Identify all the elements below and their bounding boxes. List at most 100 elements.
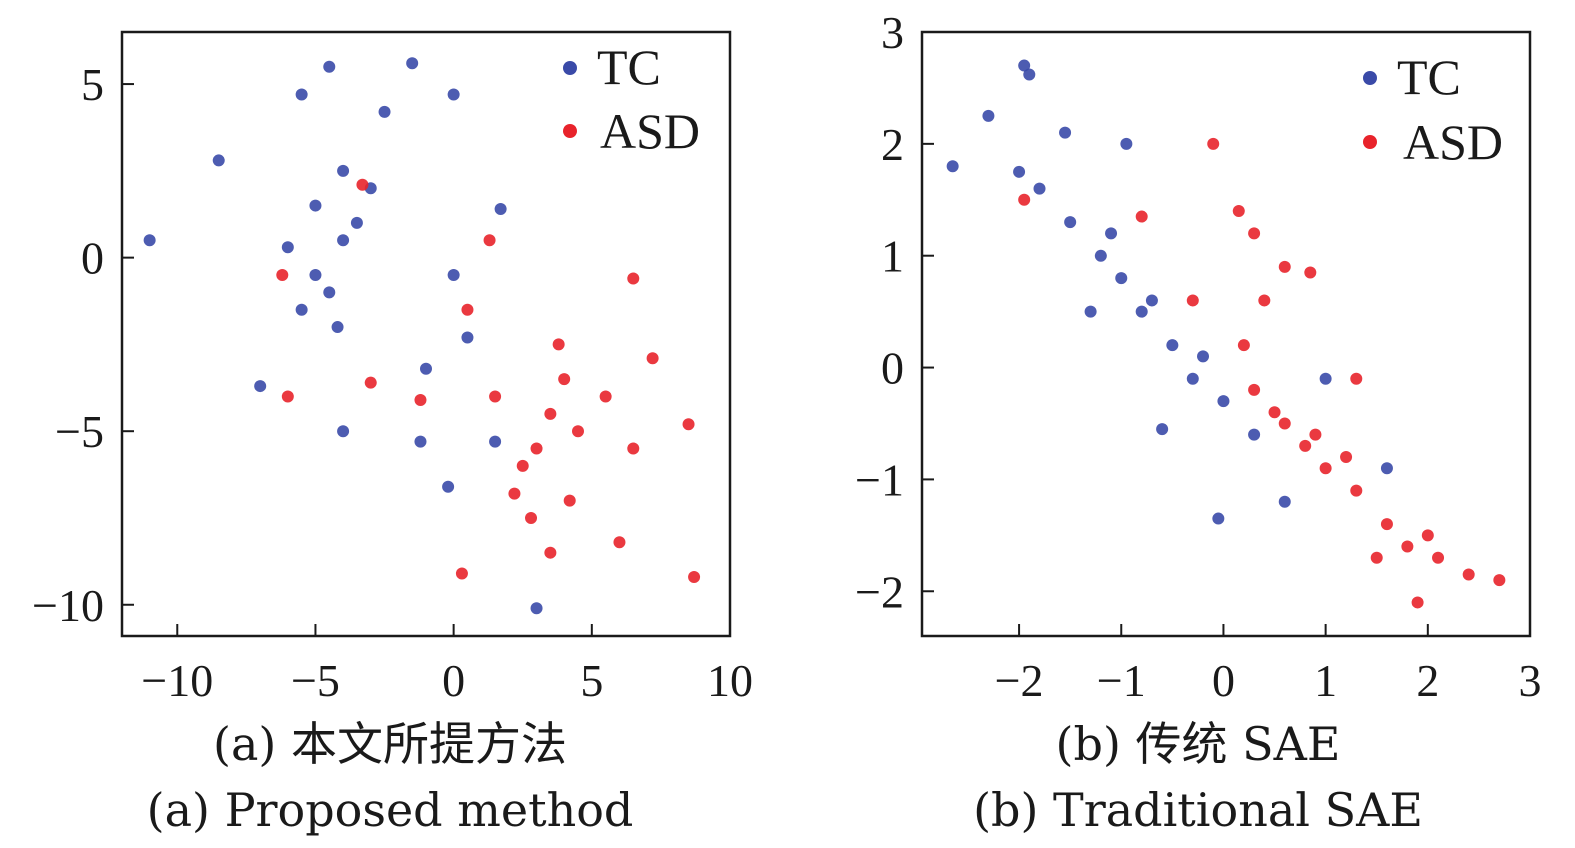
panel-a-point-tc [295, 88, 308, 101]
panel-a-point-tc [309, 199, 322, 212]
panel-b-x-tick-label: 2 [1416, 655, 1439, 706]
panel-a-point-asd [489, 390, 502, 403]
panel-b-x-tick-label: 0 [1212, 655, 1235, 706]
panel-b-y-tick-label: −2 [855, 566, 904, 617]
panel-b-point-tc [982, 109, 995, 122]
panel-a-x-tick-label: −5 [291, 655, 340, 706]
panel-b-point-asd [1421, 529, 1434, 542]
panel-b-point-asd [1340, 451, 1353, 464]
panel-b-points [946, 59, 1506, 609]
panel-b-point-tc [1380, 462, 1393, 475]
panel-b-point-asd [1186, 294, 1199, 307]
panel-b-legend-asd-marker [1363, 135, 1377, 149]
panel-a-point-asd [544, 407, 557, 420]
panel-b-point-tc [1319, 372, 1332, 385]
panel-a-x-tick-label: 0 [442, 655, 465, 706]
panel-a-point-tc [406, 57, 419, 70]
panel-b-point-tc [1023, 68, 1036, 81]
panel-b-point-tc [1217, 395, 1230, 408]
panel-a-legend-asd-marker [563, 124, 577, 138]
panel-a-point-tc [212, 154, 225, 167]
panel-b-point-asd [1299, 439, 1312, 452]
panel-b-point-tc [1212, 512, 1225, 525]
panel-b-point-asd [1350, 484, 1363, 497]
panel-a-point-asd [552, 338, 565, 351]
panel-a-point-asd [276, 268, 289, 281]
panel-b-point-tc [1094, 249, 1107, 262]
panel-b-point-tc [1135, 305, 1148, 318]
panel-b-point-asd [1232, 204, 1245, 217]
panel-b-point-asd [1319, 462, 1332, 475]
panel-b-point-tc [1105, 227, 1118, 240]
panel-b-point-asd [1401, 540, 1414, 553]
panel-a-point-asd [627, 272, 640, 285]
panel-b-point-tc [1013, 165, 1026, 178]
panel-b-legend-tc-label: TC [1397, 49, 1461, 105]
panel-b-point-asd [1207, 137, 1220, 150]
panel-b-point-tc [1197, 350, 1210, 363]
panel-a-points [143, 57, 701, 615]
panel-b-point-tc [1166, 339, 1179, 352]
panel-b-point-asd [1380, 518, 1393, 531]
panel-b-y-tick-label: 3 [881, 7, 904, 58]
panel-a-point-asd [563, 494, 576, 507]
panel-a-point-asd [461, 303, 474, 316]
panel-a-x-tick-label: 5 [580, 655, 603, 706]
panel-b-scatter: −2 −1 0 1 2 3 3 2 1 0 −1 −2 TC ASD (b) 传统 SAE (b) T… [855, 7, 1541, 837]
panel-b-legend: TC ASD [1363, 49, 1503, 170]
panel-a-point-asd [558, 373, 571, 386]
panel-b-point-asd [1248, 227, 1261, 240]
panel-b-point-tc [1064, 216, 1077, 229]
panel-a-y-tick-label: 5 [81, 59, 104, 110]
panel-a-scatter: −10 −5 0 5 10 5 0 −5 −10 TC ASD (a) 本文所提方法 (a) P… [32, 30, 753, 837]
panel-a-point-tc [494, 203, 507, 216]
panel-a-point-asd [613, 536, 626, 549]
panel-b-legend-asd-label: ASD [1403, 114, 1503, 170]
panel-a-point-tc [323, 60, 336, 73]
panel-b-point-tc [1018, 59, 1031, 72]
panel-a-legend-tc-label: TC [597, 39, 661, 95]
panel-a-y-tick-label: 0 [81, 233, 104, 284]
panel-b-y-tick-label: 1 [881, 231, 904, 282]
panel-a-point-tc [331, 321, 344, 334]
panel-b-legend-tc-marker [1363, 71, 1377, 85]
panel-a-point-asd [688, 570, 701, 583]
panel-b-point-tc [1156, 423, 1169, 436]
panel-a-point-tc [309, 268, 322, 281]
panel-a-caption-en: (a) Proposed method [147, 783, 634, 837]
panel-a-point-tc [337, 234, 350, 247]
panel-a-point-tc [350, 216, 363, 229]
panel-b-x-tick-label: 3 [1519, 655, 1542, 706]
panel-a-point-tc [337, 164, 350, 177]
panel-a-legend-tc-marker [563, 61, 577, 75]
panel-a-point-asd [646, 352, 659, 365]
panel-a-point-tc [489, 435, 502, 448]
panel-a-point-tc [295, 303, 308, 316]
panel-a-point-asd [508, 487, 521, 500]
panel-a-legend-asd-label: ASD [600, 103, 700, 159]
panel-a-point-tc [447, 268, 460, 281]
panel-b-point-asd [1278, 260, 1291, 273]
panel-a-point-tc [461, 331, 474, 344]
panel-a-point-tc [281, 241, 294, 254]
panel-a-point-asd [544, 546, 557, 559]
panel-b-point-asd [1268, 406, 1281, 419]
panel-a-point-tc [254, 380, 267, 393]
panel-a-point-asd [627, 442, 640, 455]
panel-a-point-tc [143, 234, 156, 247]
panel-b-point-asd [1411, 596, 1424, 609]
panel-b-point-asd [1350, 372, 1363, 385]
panel-b-point-tc [1186, 372, 1199, 385]
panel-b-y-tick-label: 2 [881, 119, 904, 170]
panel-a-point-tc [378, 105, 391, 118]
panel-b-point-tc [946, 160, 959, 173]
panel-b-point-tc [1084, 305, 1097, 318]
panel-a-point-tc [447, 88, 460, 101]
panel-b-y-tick-label: 0 [881, 343, 904, 394]
panel-a-point-tc [442, 480, 455, 493]
panel-a-x-tick-label: 10 [707, 655, 753, 706]
panel-b-point-asd [1493, 574, 1506, 587]
panel-a-point-tc [420, 362, 432, 375]
panel-b-point-tc [1278, 495, 1291, 508]
